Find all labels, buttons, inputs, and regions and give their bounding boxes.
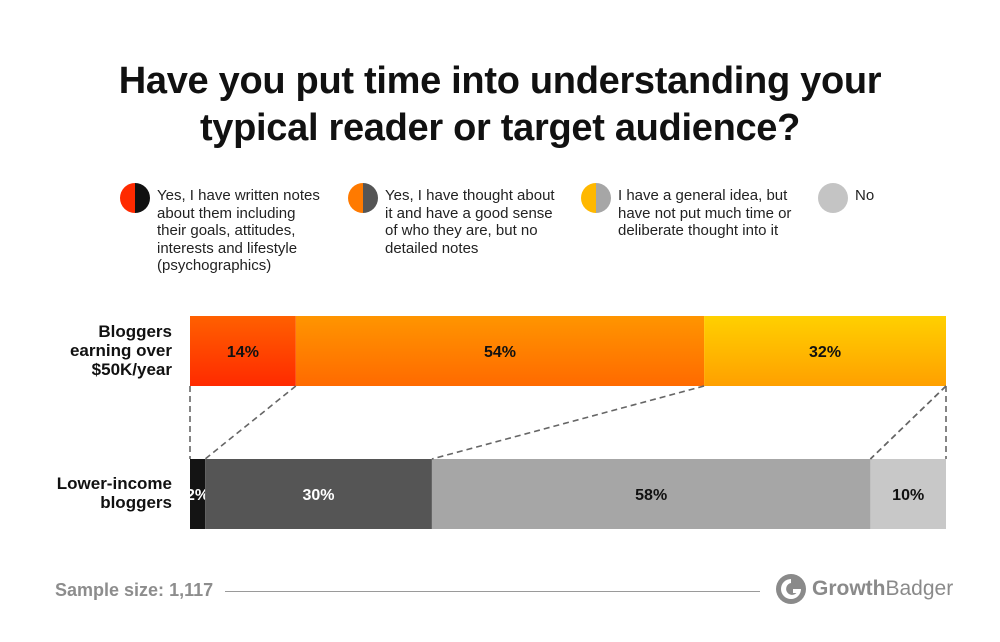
- legend-item-no: No: [818, 183, 874, 213]
- bar-value-label: 54%: [484, 344, 516, 361]
- row-label-high-earners: Bloggers earning over $50K/year: [69, 322, 172, 379]
- bar-segment: [190, 316, 296, 386]
- legend-swatch-icon: [581, 183, 611, 213]
- brand-logo: Growth Badger: [774, 572, 953, 606]
- bar-segment: [190, 459, 206, 529]
- legend-swatch-icon: [120, 183, 150, 213]
- chart-title: Have you put time into understanding you…: [0, 58, 1000, 152]
- brand-name-regular: Badger: [885, 577, 954, 600]
- legend-swatch-icon: [348, 183, 378, 213]
- connector-line: [431, 385, 705, 460]
- bar-segment: [431, 459, 871, 529]
- bar-segment: [704, 316, 946, 386]
- legend-item-written-notes: Yes, I have written notes about them inc…: [120, 183, 320, 275]
- brand-name-bold: Growth: [812, 577, 886, 600]
- legend-label: Yes, I have thought about it and have a …: [385, 187, 555, 257]
- legend-label: Yes, I have written notes about them inc…: [157, 187, 320, 274]
- badger-logo-icon: [776, 574, 806, 604]
- bar-value-label: 58%: [635, 487, 667, 504]
- row-label-lower-income: Lower-income bloggers: [56, 474, 172, 512]
- bar-segment: [870, 459, 946, 529]
- legend-item-thought-about: Yes, I have thought about it and have a …: [348, 183, 555, 257]
- sample-size-value: 1,117: [169, 580, 214, 600]
- sample-size-label: Sample size:: [55, 580, 165, 600]
- footer-divider: [225, 591, 760, 592]
- legend-swatch-icon: [818, 183, 848, 213]
- bar-segment: [205, 459, 432, 529]
- bar-value-label: 2%: [186, 487, 209, 504]
- title-line-1: Have you put time into understanding you…: [118, 60, 882, 102]
- sample-size: Sample size: 1,117: [55, 580, 213, 601]
- legend-label: I have a general idea, but have not put …: [618, 187, 792, 239]
- legend-label: No: [855, 187, 875, 204]
- bar-segment: [295, 316, 705, 386]
- bar-value-label: 30%: [303, 487, 335, 504]
- bar-value-label: 32%: [809, 344, 841, 361]
- connector-line: [869, 385, 947, 460]
- connector-line: [204, 385, 297, 460]
- bar-value-label: 14%: [227, 344, 259, 361]
- legend-item-general-idea: I have a general idea, but have not put …: [581, 183, 791, 240]
- bar-value-label: 10%: [892, 487, 924, 504]
- title-line-2: typical reader or target audience?: [199, 107, 801, 149]
